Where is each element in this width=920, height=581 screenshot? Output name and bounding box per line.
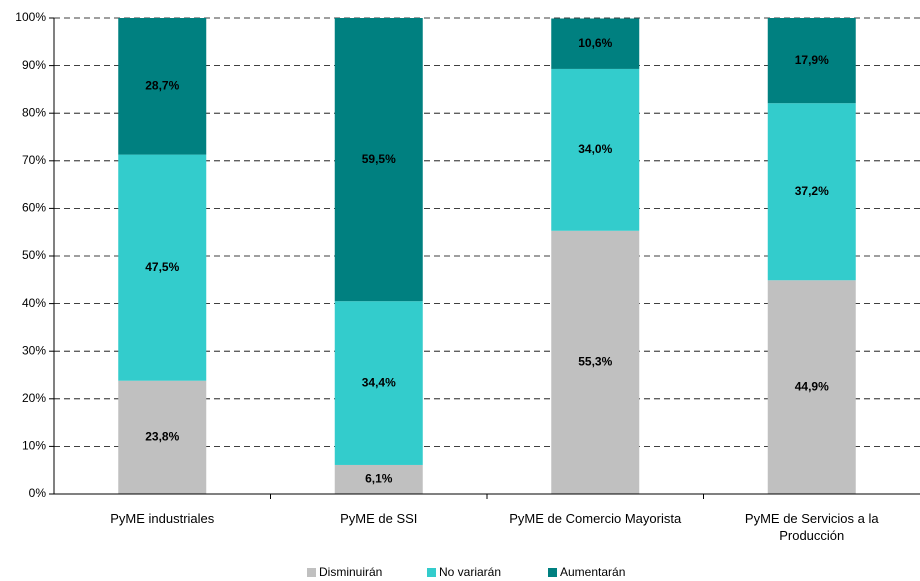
bar-segment	[767, 280, 856, 494]
data-label: 55,3%	[578, 355, 612, 369]
bar-segment	[118, 380, 207, 494]
y-tick-label: 40%	[22, 296, 46, 310]
y-tick-label: 90%	[22, 58, 46, 72]
data-label: 6,1%	[365, 472, 393, 486]
legend-swatch	[548, 568, 557, 577]
x-tick-label: PyME industriales	[110, 511, 215, 526]
data-label: 59,5%	[362, 152, 396, 166]
bar-segment	[551, 230, 640, 494]
y-tick-label: 30%	[22, 343, 46, 357]
x-tick-label: PyME de Comercio Mayorista	[509, 511, 682, 526]
x-tick-label: PyME de Servicios a la Producción	[744, 511, 879, 543]
y-tick-label: 10%	[22, 439, 46, 453]
legend-label: Aumentarán	[560, 565, 625, 579]
y-tick-label: 20%	[22, 391, 46, 405]
data-label: 28,7%	[145, 78, 179, 92]
bar-segment	[767, 18, 856, 104]
bar-segment	[334, 464, 423, 494]
data-label: 17,9%	[795, 53, 829, 67]
data-label: 10,6%	[578, 36, 612, 50]
y-tick-label: 50%	[22, 248, 46, 262]
bar-segment	[551, 18, 640, 69]
bar-segment	[767, 103, 856, 281]
data-label: 47,5%	[145, 260, 179, 274]
data-label: 37,2%	[795, 184, 829, 198]
x-tick-label: PyME de SSI	[340, 511, 418, 526]
y-tick-label: 0%	[29, 486, 47, 500]
y-tick-label: 60%	[22, 201, 46, 215]
bar-segment	[118, 18, 207, 155]
data-label: 44,9%	[795, 379, 829, 393]
legend-swatch	[307, 568, 316, 577]
legend-label: Disminuirán	[319, 565, 382, 579]
y-tick-label: 70%	[22, 153, 46, 167]
legend-swatch	[427, 568, 436, 577]
data-label: 34,4%	[362, 375, 396, 389]
bar-segment	[334, 301, 423, 465]
bar-segment	[118, 154, 207, 381]
data-label: 23,8%	[145, 430, 179, 444]
y-tick-label: 80%	[22, 105, 46, 119]
legend-label: No variarán	[439, 565, 501, 579]
data-label: 34,0%	[578, 142, 612, 156]
bar-segment	[551, 68, 640, 231]
y-tick-label: 100%	[15, 10, 46, 24]
bar-segment	[334, 18, 423, 302]
